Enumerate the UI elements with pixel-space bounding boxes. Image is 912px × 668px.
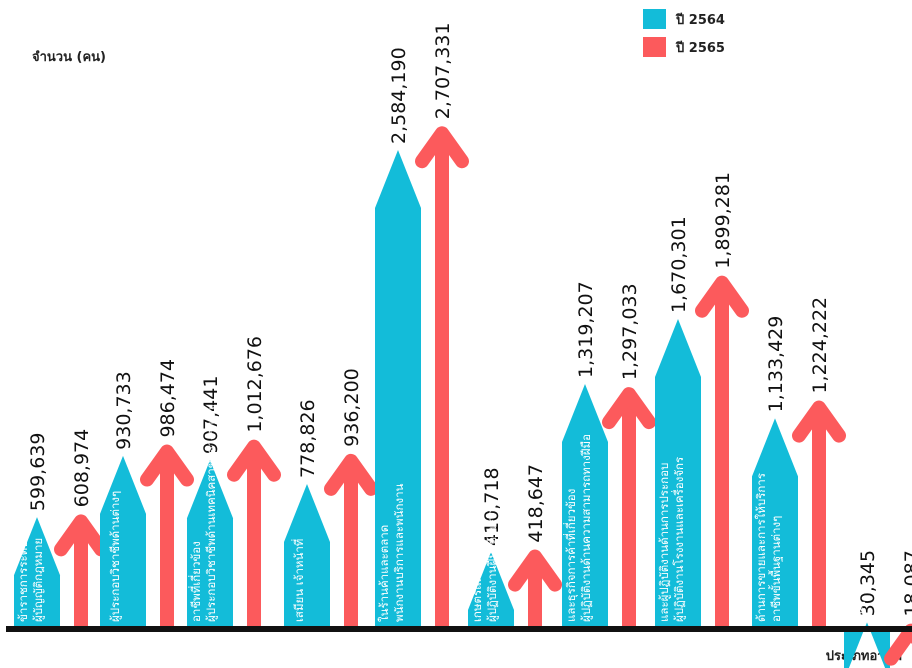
- arrow-2565-shaft: [74, 521, 88, 628]
- legend-label-2564: ปี 2564: [675, 12, 725, 28]
- category-label: ผู้บัญญัติกฎหมาย: [31, 538, 45, 622]
- category-label: อาชีพที่เกี่ยวข้อง: [188, 541, 203, 622]
- arrow-2565-head: [602, 387, 656, 430]
- category-label: ผู้ประกอบวิชาชีพด้านเทคนิคสาขาต่างๆ และ: [204, 404, 218, 622]
- legend: ปี 2564 ปี 2565: [643, 9, 725, 57]
- arrow-2565-head: [324, 453, 378, 496]
- value-label-2565: 418,647: [525, 464, 547, 543]
- bar-2564: [562, 383, 608, 628]
- value-label-2564: 1,133,429: [765, 316, 787, 413]
- arrow-2565-shaft: [622, 394, 636, 628]
- arrow-2565-head: [884, 623, 912, 666]
- arrow-2565-head: [508, 549, 562, 592]
- bar-2564: [187, 460, 233, 628]
- value-label-2564: 1,670,301: [668, 216, 690, 313]
- baseline: [6, 626, 912, 632]
- arrow-2565-head: [140, 444, 194, 487]
- bar-2564: [752, 418, 798, 628]
- bar-2564: [100, 455, 146, 628]
- value-label-2564: 2,584,190: [388, 47, 410, 144]
- value-label-2564: 599,639: [27, 433, 49, 512]
- value-label-2564: 907,441: [200, 376, 222, 455]
- arrow-2565-head: [792, 400, 846, 443]
- category-label: ข้าราชการระดับอาวุโสและผู้จัดการ: [16, 446, 30, 622]
- legend-label-2565: ปี 2565: [675, 40, 725, 56]
- value-label-2564: 1,319,207: [575, 281, 597, 378]
- legend-swatch-2564: [643, 9, 666, 29]
- category-label: ผู้ประกอบวิชาชีพด้านต่างๆ: [108, 491, 122, 622]
- value-label-2564: 30,345: [857, 550, 879, 616]
- category-label: อื่นๆ: [851, 601, 866, 622]
- bar-2564: [844, 622, 890, 668]
- bar-2564: [468, 552, 514, 628]
- bar-2564: [14, 517, 60, 628]
- chart-marks: 599,639 608,974 ผู้บัญญัติกฎหมายข้าราชการร…: [14, 23, 912, 668]
- arrow-2565-shaft: [812, 407, 826, 628]
- legend-swatch-2565: [643, 37, 666, 57]
- value-label-2565: 18,087: [901, 550, 912, 616]
- category-label: ผู้ปฏิบัติงานโรงงานและเครื่องจักร: [671, 457, 686, 622]
- category-label: เสมียน เจ้าหน้าที่: [291, 539, 306, 622]
- value-label-2565: 1,012,676: [244, 336, 266, 433]
- bar-2564: [655, 319, 701, 628]
- bar-2564: [375, 150, 421, 628]
- arrow-2565-shaft: [715, 282, 729, 628]
- category-label: พนักงานบริการและพนักงาน: [392, 483, 406, 622]
- arrow-2565-shaft: [160, 451, 174, 628]
- y-axis-title: จำนวน (คน): [32, 49, 106, 65]
- category-label: เกษตรและประมง: [470, 536, 484, 622]
- category-label: และผู้ปฏิบัติงานด้านการประกอบ: [657, 463, 671, 622]
- category-label: ในร้านค้าและตลาด: [377, 525, 391, 622]
- arrow-2565-head: [695, 275, 749, 318]
- value-label-2565: 986,474: [157, 359, 179, 438]
- category-label: อาชีพขั้นพื้นฐานต่างๆ: [768, 516, 783, 622]
- value-label-2565: 2,707,331: [432, 23, 454, 120]
- value-label-2565: 936,200: [341, 368, 363, 447]
- value-label-2565: 1,224,222: [809, 297, 831, 394]
- value-label-2564: 930,733: [113, 371, 135, 450]
- category-label: ผู้ปฏิบัติงานด้านความสามารถทางฝีมือ: [579, 434, 593, 622]
- value-label-2565: 1,899,281: [712, 172, 734, 269]
- category-label: ผู้ปฏิบัติงานฝีมือด้านการ: [485, 503, 499, 622]
- arrow-2565-head: [54, 514, 108, 557]
- arrow-2565-shaft: [435, 133, 449, 628]
- category-label: ด้านการขายและการให้บริการ: [754, 473, 768, 622]
- value-label-2565: 1,297,033: [619, 283, 641, 380]
- arrow-2565-shaft: [247, 446, 261, 628]
- arrow-2565-head: [415, 126, 469, 169]
- value-label-2564: 778,826: [297, 399, 319, 478]
- arrow-2565-head: [227, 439, 281, 482]
- value-label-2564: 410,718: [481, 467, 503, 546]
- arrow-2565-shaft: [528, 556, 542, 628]
- category-label: และธุรกิจการค้าที่เกี่ยวข้อง: [563, 489, 578, 622]
- arrow-2565-shaft: [344, 460, 358, 628]
- bar-2564: [284, 483, 330, 628]
- value-label-2565: 608,974: [71, 429, 93, 508]
